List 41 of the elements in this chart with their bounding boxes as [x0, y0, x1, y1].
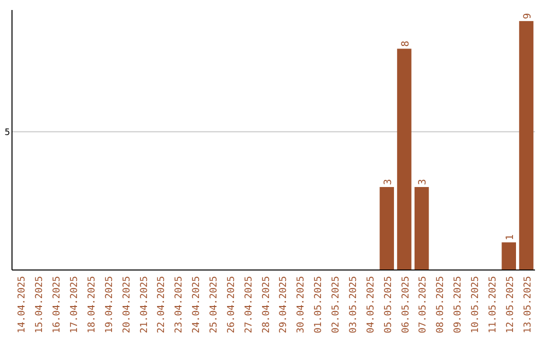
- x-tick-label: 04.05.2025: [365, 276, 376, 334]
- data-label: 1: [504, 234, 516, 240]
- x-tick-label: 11.05.2025: [487, 276, 498, 334]
- data-label: 8: [400, 40, 412, 47]
- bar: [380, 187, 394, 270]
- x-tick-label: 25.04.2025: [208, 276, 220, 334]
- x-tick-label: 14.04.2025: [16, 276, 28, 334]
- x-tick-label: 02.05.2025: [330, 276, 342, 334]
- x-tick-label: 12.05.2025: [504, 276, 516, 334]
- x-tick-label: 09.05.2025: [452, 276, 464, 334]
- bar: [397, 48, 412, 270]
- x-tick-label: 07.05.2025: [418, 276, 429, 334]
- x-tick-label: 16.04.2025: [52, 276, 63, 334]
- x-tick-label: 03.05.2025: [348, 276, 359, 334]
- x-tick-label: 30.04.2025: [296, 276, 307, 334]
- x-tick-label: 27.04.2025: [243, 276, 254, 334]
- x-tick-label: 21.04.2025: [138, 276, 150, 334]
- x-tick-label: 06.05.2025: [400, 276, 412, 334]
- x-tick-label: 17.04.2025: [69, 276, 80, 334]
- x-tick-label: 15.04.2025: [34, 276, 46, 334]
- x-tick-label: 13.05.2025: [522, 276, 534, 334]
- x-tick-label: 19.04.2025: [104, 276, 115, 334]
- bar: [519, 21, 534, 270]
- x-tick-label: 20.04.2025: [121, 276, 132, 334]
- x-tick-label: 10.05.2025: [470, 276, 481, 334]
- x-tick-label: 28.04.2025: [260, 276, 272, 334]
- y-tick-label: 5: [4, 128, 10, 138]
- data-label: 3: [418, 178, 429, 186]
- bar: [414, 187, 429, 270]
- x-tick-label: 01.05.2025: [313, 276, 324, 334]
- x-tick-label: 08.05.2025: [435, 276, 446, 334]
- data-label: 9: [522, 13, 534, 20]
- x-tick-label: 22.04.2025: [156, 276, 168, 334]
- x-tick-label: 24.04.2025: [191, 276, 202, 334]
- x-tick-label: 05.05.2025: [382, 276, 394, 334]
- data-label: 3: [382, 178, 394, 186]
- x-tick-label: 23.04.2025: [174, 276, 185, 334]
- x-tick-label: 18.04.2025: [86, 276, 98, 334]
- x-tick-label: 26.04.2025: [226, 276, 237, 334]
- x-tick-label: 29.04.2025: [278, 276, 290, 334]
- bar: [502, 242, 516, 270]
